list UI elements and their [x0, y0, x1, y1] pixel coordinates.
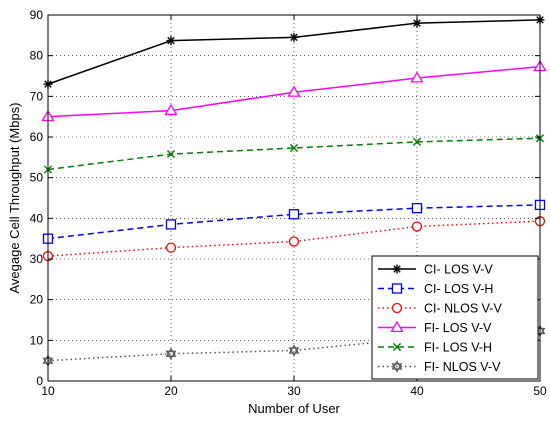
legend-marker — [390, 320, 404, 333]
data-point — [411, 221, 423, 232]
legend-item: FI- LOS V-H — [378, 341, 492, 355]
x-tick-label: 40 — [410, 384, 424, 398]
legend-label: CI- NLOS V-V — [424, 302, 502, 316]
x-tick-label: 30 — [287, 384, 301, 398]
data-point — [165, 219, 177, 230]
x-axis-label: Number of User — [248, 401, 340, 416]
series-line — [47, 137, 541, 171]
legend-marker — [391, 360, 403, 373]
data-point — [289, 143, 299, 153]
y-tick-label: 60 — [30, 130, 44, 144]
x-tick-label: 10 — [41, 384, 55, 398]
y-tick-label: 0 — [36, 374, 43, 388]
series-4 — [41, 59, 547, 122]
data-point — [166, 36, 176, 46]
data-point — [288, 344, 300, 357]
legend-marker — [392, 342, 402, 352]
data-point — [411, 203, 423, 214]
data-point — [287, 85, 301, 97]
legend-marker — [391, 302, 403, 314]
data-point — [412, 137, 422, 146]
data-point — [289, 32, 299, 42]
legend-marker — [391, 283, 403, 294]
legend-label: CI- LOS V-V — [424, 263, 493, 277]
y-tick-label: 90 — [30, 8, 44, 22]
legend-label: CI- LOS V-H — [424, 282, 493, 296]
data-point — [165, 242, 177, 253]
legend-marker — [392, 264, 402, 274]
data-point — [165, 347, 177, 360]
y-tick-label: 70 — [30, 89, 44, 103]
data-point — [412, 18, 422, 28]
x-tick-label: 50 — [533, 384, 547, 398]
data-point — [410, 71, 424, 83]
y-tick-label: 10 — [30, 333, 44, 347]
series-line — [47, 220, 541, 257]
legend: CI- LOS V-V CI- LOS V-H CI- NLOS V-V FI- LO… — [371, 255, 539, 380]
legend-label: FI- LOS V-V — [424, 321, 492, 335]
series-line — [47, 204, 541, 240]
legend-item: FI- NLOS V-V — [378, 360, 501, 374]
data-point — [166, 149, 176, 159]
legend-item: CI- NLOS V-V — [378, 302, 502, 316]
data-point — [288, 209, 300, 220]
x-tick-label: 20 — [164, 384, 178, 398]
legend-label: FI- NLOS V-V — [424, 360, 501, 374]
y-tick-label: 50 — [30, 171, 44, 185]
legend-box — [371, 255, 539, 380]
y-axis-label: Avegage Cell Throughput (Mbps) — [7, 102, 22, 293]
y-tick-label: 30 — [30, 252, 44, 266]
legend-item: CI- LOS V-V — [378, 263, 493, 277]
legend-label: FI- LOS V-H — [424, 341, 492, 355]
y-tick-label: 20 — [30, 293, 44, 307]
y-tick-label: 40 — [30, 211, 44, 225]
data-point — [164, 103, 178, 116]
legend-item: CI- LOS V-H — [378, 282, 493, 296]
data-point — [288, 236, 300, 247]
legend-item: FI- LOS V-V — [378, 320, 492, 335]
y-tick-label: 80 — [30, 49, 44, 63]
